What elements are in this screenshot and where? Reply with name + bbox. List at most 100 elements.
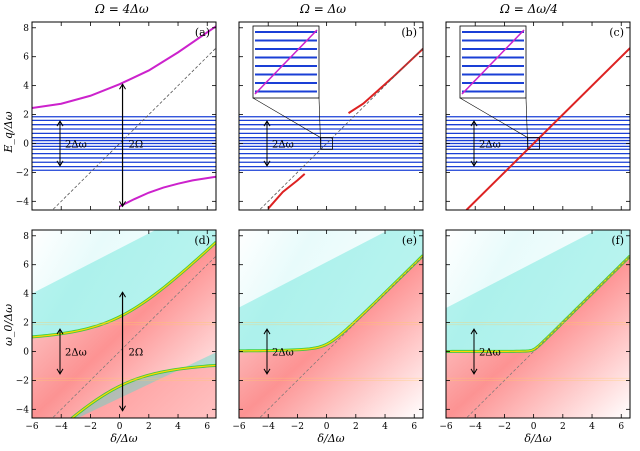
arrow-head-down bbox=[56, 368, 64, 375]
inset-b bbox=[252, 25, 322, 150]
cavity-dashed-line bbox=[51, 255, 216, 418]
heatmap-cyan-region bbox=[239, 230, 423, 351]
inset-leader bbox=[318, 97, 322, 150]
x-tick-label: 2 bbox=[146, 422, 152, 432]
panel-label-e: (e) bbox=[402, 234, 417, 247]
arrow-head-up bbox=[119, 291, 126, 298]
y-tick-label: 0 bbox=[23, 139, 29, 149]
heatmap-cyan-region bbox=[446, 230, 630, 351]
x-axis-label: δ/Δω bbox=[524, 432, 551, 445]
two-delta-omega-label: 2Δω bbox=[65, 347, 87, 358]
two-delta-omega-label: 2Δω bbox=[272, 139, 294, 150]
x-tick-label: 2 bbox=[560, 422, 566, 432]
panel-c-frame bbox=[445, 21, 631, 211]
two-omega-label: 2Ω bbox=[129, 139, 144, 150]
arrow-head-down bbox=[56, 160, 64, 167]
inset-leader bbox=[459, 97, 528, 138]
inset-leader bbox=[252, 97, 321, 138]
two-omega-label: 2Ω bbox=[129, 347, 144, 358]
series-lower-polariton-branch bbox=[119, 175, 216, 208]
panel-label-a: (a) bbox=[195, 26, 210, 39]
panel-e-plot bbox=[239, 230, 423, 418]
y-tick-label: −2 bbox=[16, 168, 29, 178]
x-tick-label: −4 bbox=[55, 422, 69, 432]
panel-label-d: (d) bbox=[194, 234, 210, 247]
two-delta-omega-label: 2Δω bbox=[479, 139, 501, 150]
x-axis-label: δ/Δω bbox=[110, 432, 137, 445]
x-tick-label: −6 bbox=[439, 422, 453, 432]
series-cavity-like-branch bbox=[465, 47, 630, 210]
x-tick-label: 0 bbox=[531, 422, 537, 432]
two-delta-omega-label: 2Δω bbox=[65, 139, 87, 150]
arrow-head-up bbox=[263, 120, 271, 127]
y-tick-label: 2 bbox=[23, 319, 29, 329]
series-lower-branch bbox=[267, 173, 306, 210]
panel-e-frame bbox=[238, 229, 424, 419]
panel-c-plot bbox=[446, 47, 630, 210]
y-tick-label: 6 bbox=[23, 53, 29, 63]
x-tick-label: −2 bbox=[498, 422, 511, 432]
x-tick-label: −6 bbox=[25, 422, 39, 432]
y-tick-label: 4 bbox=[23, 290, 29, 300]
x-tick-label: 6 bbox=[618, 422, 624, 432]
heatmap-red-region bbox=[239, 255, 423, 418]
arrow-head-up bbox=[470, 328, 478, 335]
panel-a-frame bbox=[31, 21, 217, 211]
arrow-head-down bbox=[119, 201, 126, 208]
x-axis-label: δ/Δω bbox=[317, 432, 344, 445]
heatmap-ridge-core bbox=[239, 255, 423, 352]
column-title-a: Ω = 4Δω bbox=[95, 2, 149, 16]
arrow-head-up bbox=[56, 328, 64, 335]
cavity-dashed-line bbox=[465, 255, 630, 418]
arrow-head-down bbox=[263, 368, 271, 375]
y-tick-label: 0 bbox=[23, 347, 29, 357]
panel-d-frame bbox=[31, 229, 217, 419]
y-tick-label: 8 bbox=[23, 24, 29, 34]
panel-f-frame bbox=[445, 229, 631, 419]
y-tick-label: −2 bbox=[16, 376, 29, 386]
y-tick-label: −4 bbox=[16, 197, 30, 207]
series-bare-cavity-δ bbox=[51, 47, 216, 210]
panel-a-plot bbox=[32, 25, 216, 210]
column-title-b: Ω = Δω bbox=[300, 2, 347, 16]
arrow-head-up bbox=[470, 120, 478, 127]
heatmap-lower-red-region bbox=[32, 365, 216, 418]
y-tick-label: 8 bbox=[23, 232, 29, 242]
panel-f-plot bbox=[446, 230, 630, 418]
heatmap-cyan-region bbox=[32, 230, 216, 337]
x-tick-label: −2 bbox=[84, 422, 97, 432]
y-tick-label: −4 bbox=[16, 405, 30, 415]
panel-b-plot bbox=[239, 47, 423, 210]
top-y-axis-label: E_q/Δω bbox=[2, 111, 15, 153]
x-tick-label: 6 bbox=[204, 422, 210, 432]
x-tick-label: 0 bbox=[117, 422, 123, 432]
x-tick-label: 4 bbox=[175, 422, 181, 432]
panel-label-c: (c) bbox=[609, 26, 624, 39]
arrow-head-up bbox=[119, 83, 126, 90]
panel-label-b: (b) bbox=[401, 26, 417, 39]
y-tick-label: 6 bbox=[23, 261, 29, 271]
inset-leader bbox=[525, 97, 529, 150]
x-tick-label: 6 bbox=[411, 422, 417, 432]
panel-label-f: (f) bbox=[611, 234, 624, 247]
arrow-head-down bbox=[263, 160, 271, 167]
series-bare-cavity-δ bbox=[258, 47, 423, 210]
arrow-head-up bbox=[56, 120, 64, 127]
x-tick-label: 0 bbox=[324, 422, 330, 432]
two-delta-omega-label: 2Δω bbox=[479, 347, 501, 358]
column-title-c: Ω = Δω/4 bbox=[500, 2, 558, 16]
x-tick-label: 2 bbox=[353, 422, 359, 432]
cavity-dashed-line bbox=[258, 255, 423, 418]
x-tick-label: −4 bbox=[469, 422, 483, 432]
x-tick-label: −4 bbox=[262, 422, 276, 432]
inset-c bbox=[459, 25, 529, 150]
inset-branch bbox=[254, 29, 318, 95]
heatmap-red-region bbox=[446, 255, 630, 418]
x-tick-label: 4 bbox=[589, 422, 595, 432]
bottom-y-axis-label: ω_0/Δω bbox=[2, 304, 15, 346]
two-delta-omega-label: 2Δω bbox=[272, 347, 294, 358]
panel-b-frame bbox=[238, 21, 424, 211]
arrow-head-up bbox=[263, 328, 271, 335]
series-upper-polariton-branch bbox=[32, 25, 216, 110]
